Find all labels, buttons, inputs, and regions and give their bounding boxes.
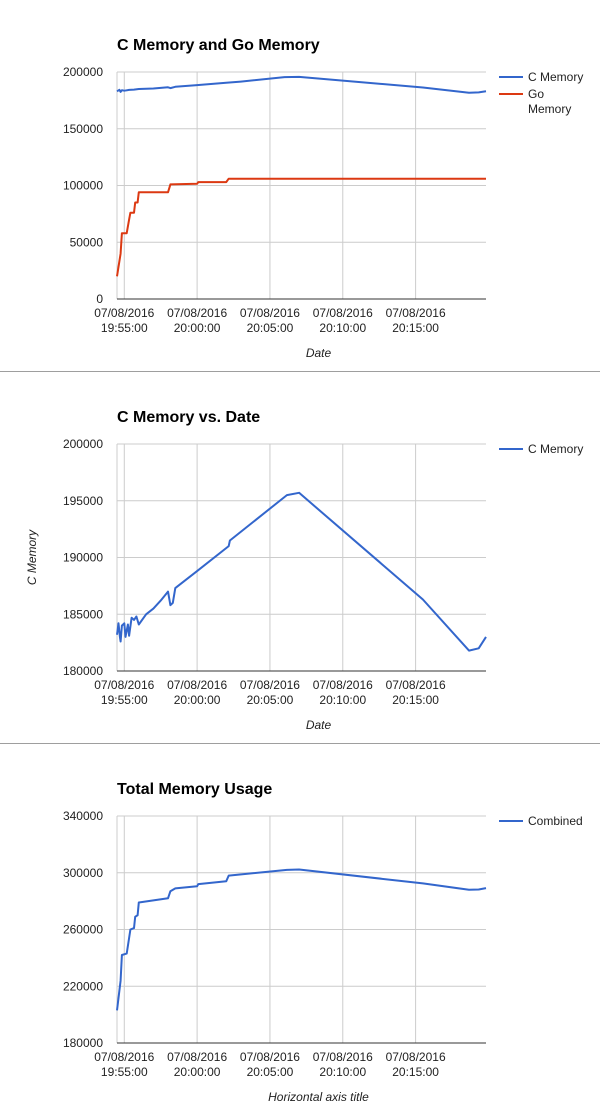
- chart-title: Total Memory Usage: [117, 781, 272, 798]
- x-tick-time: 20:00:00: [174, 1065, 221, 1079]
- x-tick-time: 19:55:00: [101, 321, 148, 335]
- x-tick-time: 20:00:00: [174, 693, 221, 707]
- y-tick-label: 200000: [63, 437, 103, 451]
- series-line-c-memory: [116, 75, 487, 94]
- chart-total-memory-usage: Total Memory Usage 340000 300000 260000 2200…: [63, 781, 583, 1104]
- x-tick-date: 07/08/2016: [167, 306, 227, 320]
- x-tick-time: 19:55:00: [101, 693, 148, 707]
- x-tick-date: 07/08/2016: [240, 306, 300, 320]
- x-tick-time: 20:05:00: [247, 693, 294, 707]
- x-tick-time: 20:05:00: [247, 321, 294, 335]
- x-tick-date: 07/08/2016: [386, 678, 446, 692]
- y-tick-label: 180000: [63, 664, 103, 678]
- y-tick-label: 100000: [63, 179, 103, 193]
- chart-c-memory-and-go-memory: C Memory and Go Memory 200000 150000 100000…: [63, 37, 583, 360]
- y-tick-label: 300000: [63, 866, 103, 880]
- y-tick-label: 190000: [63, 551, 103, 565]
- series-line-combined: [116, 868, 487, 1011]
- x-tick-date: 07/08/2016: [94, 306, 154, 320]
- x-tick-date: 07/08/2016: [167, 1050, 227, 1064]
- legend-label: C Memory: [528, 442, 583, 456]
- x-tick-date: 07/08/2016: [240, 1050, 300, 1064]
- x-tick-date: 07/08/2016: [240, 678, 300, 692]
- chart-c-memory-vs-date: C Memory vs. Date 200000 195000 190000 18500…: [25, 409, 583, 732]
- x-tick-date: 07/08/2016: [313, 1050, 373, 1064]
- x-tick-date: 07/08/2016: [94, 678, 154, 692]
- y-axis-title: C Memory: [25, 529, 39, 585]
- legend-label: Go Memory: [528, 87, 571, 116]
- x-tick-date: 07/08/2016: [386, 1050, 446, 1064]
- y-tick-label: 150000: [63, 122, 103, 136]
- y-tick-label: 185000: [63, 607, 103, 621]
- x-tick-time: 20:05:00: [247, 1065, 294, 1079]
- x-tick-date: 07/08/2016: [94, 1050, 154, 1064]
- x-tick-time: 20:10:00: [319, 693, 366, 707]
- divider: [0, 371, 600, 372]
- legend-label: C Memory: [528, 70, 583, 84]
- x-axis-title: Horizontal axis title: [268, 1090, 369, 1104]
- chart-panel-1: C Memory and Go Memory 200000 150000 100000…: [0, 0, 600, 370]
- x-tick-time: 20:15:00: [392, 693, 439, 707]
- x-tick-time: 20:00:00: [174, 321, 221, 335]
- divider: [0, 743, 600, 744]
- x-tick-time: 20:15:00: [392, 321, 439, 335]
- chart-panel-3: Total Memory Usage 340000 300000 260000 2200…: [0, 744, 600, 1115]
- chart-title: C Memory vs. Date: [117, 409, 260, 426]
- x-tick-time: 19:55:00: [101, 1065, 148, 1079]
- x-tick-date: 07/08/2016: [386, 306, 446, 320]
- x-axis-title: Date: [306, 718, 332, 732]
- y-tick-label: 260000: [63, 923, 103, 937]
- x-axis-title: Date: [306, 346, 332, 360]
- y-tick-label: 200000: [63, 65, 103, 79]
- y-tick-label: 180000: [63, 1036, 103, 1050]
- y-tick-label: 50000: [70, 235, 104, 249]
- x-tick-date: 07/08/2016: [313, 678, 373, 692]
- chart-title: C Memory and Go Memory: [117, 37, 320, 54]
- y-tick-label: 195000: [63, 494, 103, 508]
- x-tick-time: 20:10:00: [319, 1065, 366, 1079]
- y-tick-label: 340000: [63, 809, 103, 823]
- series-line-c-memory: [116, 491, 487, 652]
- series-line-go-memory: [116, 177, 486, 277]
- x-tick-date: 07/08/2016: [167, 678, 227, 692]
- y-tick-label: 0: [96, 292, 103, 306]
- legend-label: Combined: [528, 814, 583, 828]
- x-tick-time: 20:10:00: [319, 321, 366, 335]
- y-tick-label: 220000: [63, 979, 103, 993]
- x-tick-time: 20:15:00: [392, 1065, 439, 1079]
- x-tick-date: 07/08/2016: [313, 306, 373, 320]
- chart-panel-2: C Memory vs. Date 200000 195000 190000 18500…: [0, 372, 600, 743]
